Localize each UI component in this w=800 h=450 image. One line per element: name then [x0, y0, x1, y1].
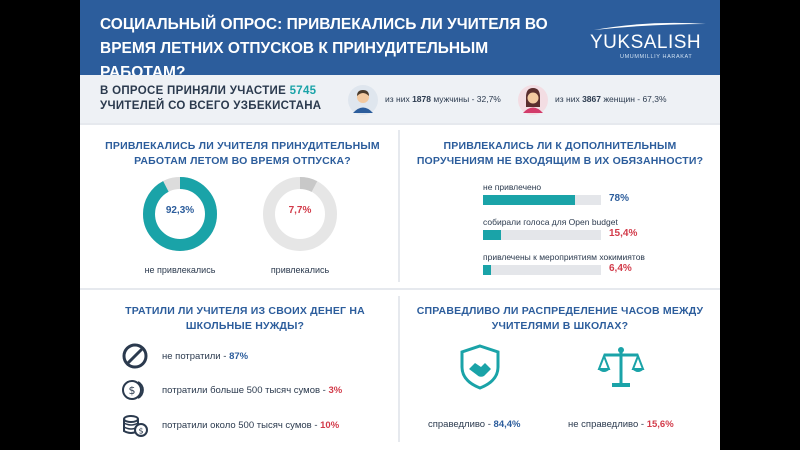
participants-total: 5745	[289, 85, 317, 97]
coin-stack-icon: $	[123, 415, 148, 437]
divider	[80, 288, 720, 290]
donut-value: 7,7%	[288, 205, 312, 216]
donut-value: 92,3%	[165, 205, 195, 216]
logo-text: YUKSALISH	[590, 32, 702, 53]
swoosh-icon	[594, 22, 706, 30]
q4-title: СПРАВЕДЛИВО ЛИ РАСПРЕДЕЛЕНИЕ ЧАСОВ МЕЖДУ…	[416, 305, 704, 332]
donut-label: не привлекались	[144, 265, 216, 275]
bar-label: привлечены к мероприятиям хокимиятов	[483, 252, 645, 262]
bar-label: собирали голоса для Open budget	[483, 217, 618, 227]
bar-value: 78%	[609, 193, 630, 204]
divider	[398, 296, 400, 442]
donut-slice	[263, 177, 337, 251]
q2-title: ПРИВЛЕКАЛИСЬ ЛИ К ДОПОЛНИТЕЛЬНЫМ ПОРУЧЕН…	[416, 140, 704, 167]
q1-title: ПРИВЛЕКАЛИСЬ ЛИ УЧИТЕЛЯ ПРИНУДИТЕЛЬНЫМ Р…	[105, 140, 380, 167]
no-icon	[122, 343, 148, 369]
bar-label: не привлечено	[483, 182, 542, 192]
donut-not-involved	[143, 177, 217, 251]
divider	[80, 123, 720, 125]
svg-text:$: $	[138, 427, 143, 436]
bar-value: 6,4%	[609, 263, 632, 274]
bar-track	[483, 195, 601, 205]
q3-title: ТРАТИЛИ ЛИ УЧИТЕЛЯ ИЗ СВОИХ ДЕНЕГ НА ШКО…	[125, 305, 365, 332]
handshake-shield-icon	[460, 344, 500, 390]
spend-row-1: не потратили - 87%	[162, 351, 249, 362]
bar-track	[483, 265, 601, 275]
man-icon	[348, 85, 378, 115]
coins-icon: $	[122, 380, 144, 400]
bar	[483, 230, 502, 240]
spend-row-2: потратили больше 500 тысяч сумов - 3%	[162, 385, 343, 396]
bar	[483, 265, 491, 275]
donut-label: привлекались	[270, 265, 330, 275]
divider	[398, 130, 400, 282]
participants-text: В ОПРОСЕ ПРИНЯЛИ УЧАСТИЕ 5745 УЧИТЕЛЕЙ С…	[100, 84, 360, 114]
participants-prefix: В ОПРОСЕ ПРИНЯЛИ УЧАСТИЕ	[100, 85, 290, 97]
svg-text:$: $	[129, 384, 136, 397]
bar-track	[483, 230, 601, 240]
unfair-caption: не справедливо - 15,6%	[568, 419, 674, 430]
fair-caption: справедливо - 84,4%	[428, 419, 521, 430]
woman-icon	[518, 85, 548, 115]
participants-band: В ОПРОСЕ ПРИНЯЛИ УЧАСТИЕ 5745 УЧИТЕЛЕЙ С…	[80, 75, 720, 123]
men-stat: из них 1878 мужчины - 32,7%	[385, 94, 501, 104]
logo-subtitle: UMUMMILLIY HARAKAT	[620, 54, 693, 60]
scales-icon	[597, 347, 645, 387]
yuksalish-logo: YUKSALISH UMUMMILLIY HARAKAT	[590, 20, 710, 60]
infographic: СОЦИАЛЬНЫЙ ОПРОС: ПРИВЛЕКАЛИСЬ ЛИ УЧИТЕЛ…	[80, 0, 720, 450]
women-stat: из них 3867 женщин - 67,3%	[555, 94, 667, 104]
header: СОЦИАЛЬНЫЙ ОПРОС: ПРИВЛЕКАЛИСЬ ЛИ УЧИТЕЛ…	[80, 0, 720, 81]
donut-slice	[143, 177, 217, 251]
participants-line2: УЧИТЕЛЕЙ СО ВСЕГО УЗБЕКИСТАНА	[100, 100, 322, 112]
bar-value: 15,4%	[609, 228, 638, 239]
letterbox-left	[0, 0, 80, 450]
spend-row-3: потратили около 500 тысяч сумов - 10%	[162, 420, 340, 431]
donut-involved	[263, 177, 337, 251]
letterbox-right	[720, 0, 800, 450]
bar	[483, 195, 576, 205]
